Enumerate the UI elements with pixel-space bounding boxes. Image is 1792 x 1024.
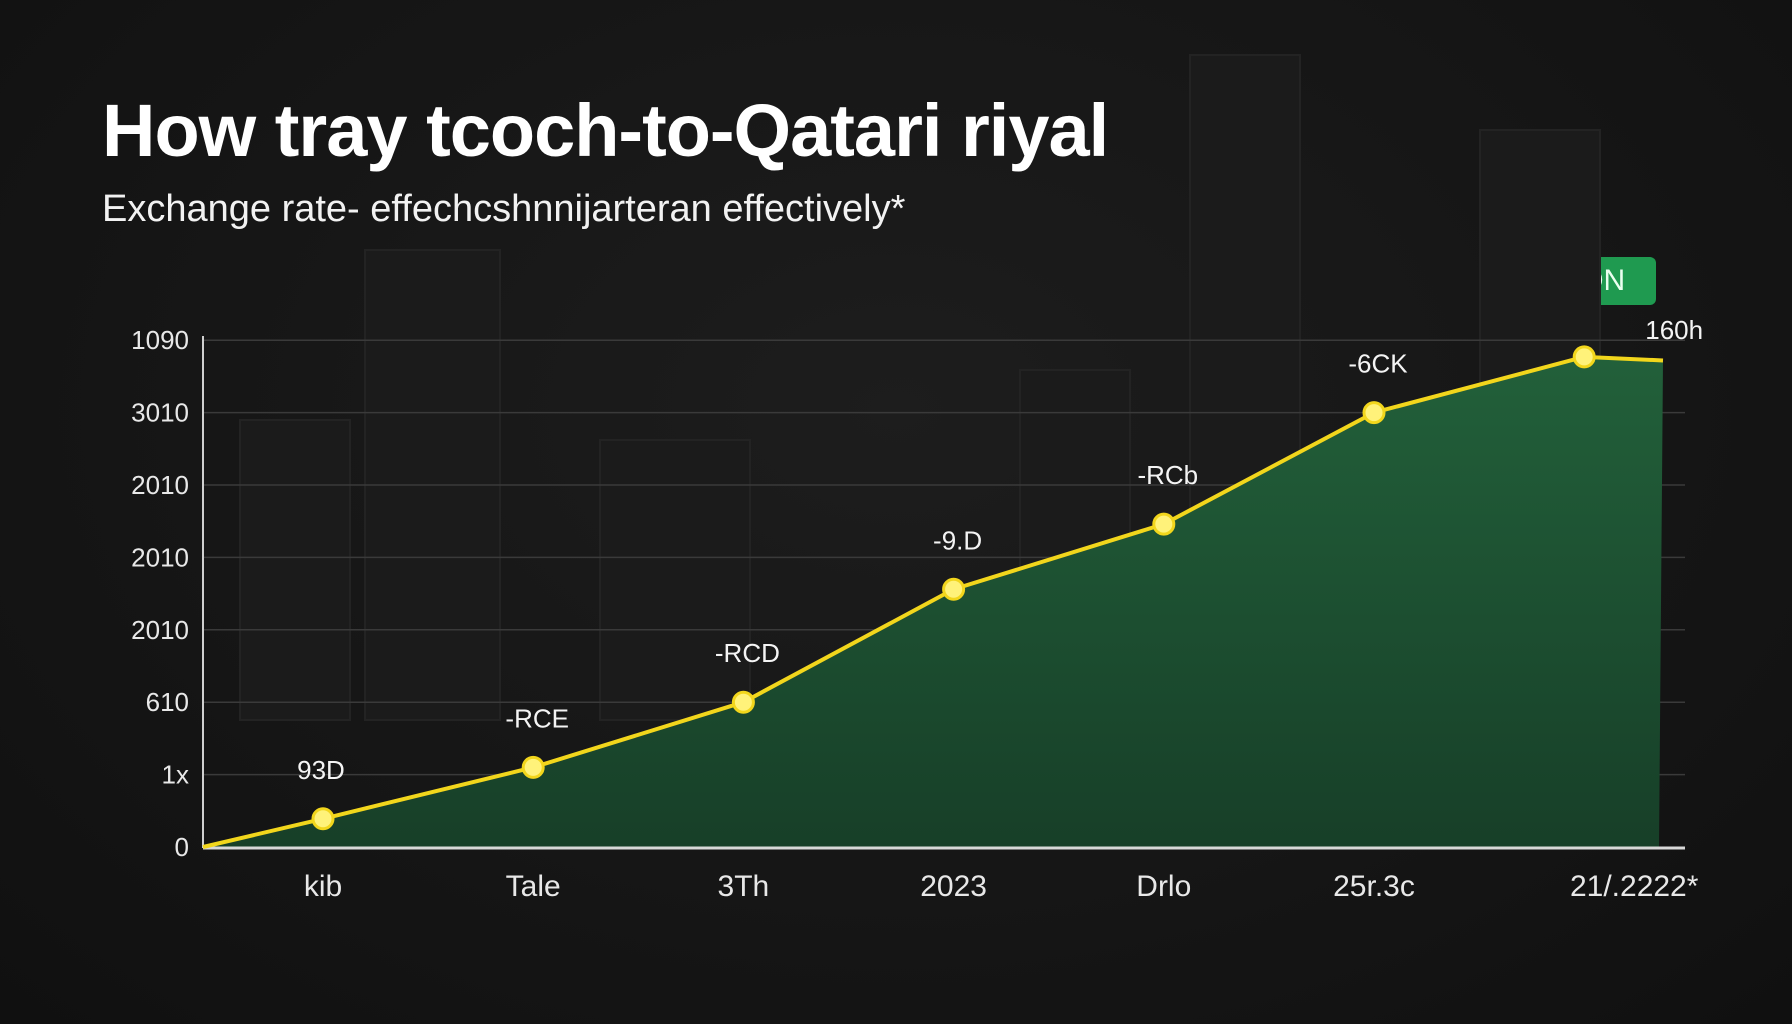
data-point <box>1152 512 1176 536</box>
x-tick-label: 25r.3c <box>1333 870 1415 903</box>
chart-title: How tray tcoch-to-Qatari riyal <box>102 89 1109 172</box>
data-point <box>311 807 335 831</box>
y-tick-label: 2010 <box>131 542 189 572</box>
data-point <box>1572 345 1596 369</box>
y-tick-label: 0 <box>175 832 189 862</box>
data-point <box>731 690 755 714</box>
x-tick-label: Tale <box>506 870 561 903</box>
data-label: -RCb <box>1137 460 1198 490</box>
y-tick-label: 2010 <box>131 615 189 645</box>
y-tick-label: 1090 <box>131 325 189 355</box>
data-point <box>521 755 545 779</box>
x-tick-label: 2023 <box>920 870 987 903</box>
chart-subtitle: Exchange rate- effechcshnnijarteran effe… <box>102 188 906 230</box>
y-tick-label: 610 <box>146 687 189 717</box>
data-label: -6CK <box>1348 349 1408 379</box>
data-label: -RCE <box>505 703 569 733</box>
data-label: -RCD <box>715 638 780 668</box>
y-tick-label: 2010 <box>131 470 189 500</box>
x-tick-label: 3Th <box>718 870 770 903</box>
y-tick-label: 3010 <box>131 398 189 428</box>
x-tick-label: 21/.2222* <box>1570 870 1699 903</box>
x-tick-label: kib <box>304 870 342 903</box>
x-tick-label: Drlo <box>1136 870 1191 903</box>
data-point <box>942 577 966 601</box>
data-label: 93D <box>297 755 345 785</box>
data-label: -9.D <box>933 525 982 555</box>
data-point <box>1362 401 1386 425</box>
data-label: 160h <box>1645 315 1703 345</box>
y-tick-label: 1x <box>162 760 189 790</box>
